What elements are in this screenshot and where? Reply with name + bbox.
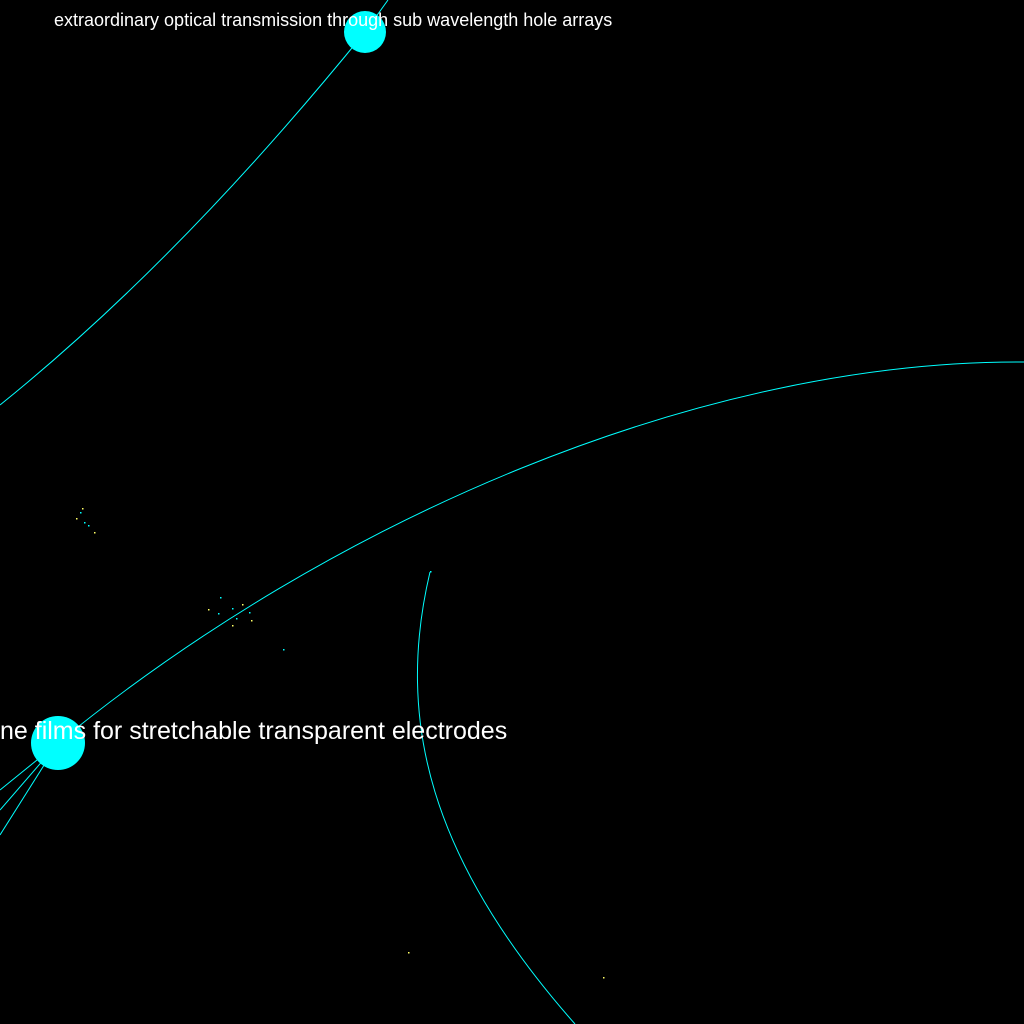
dust-dot (236, 618, 238, 620)
dust-dot (220, 597, 222, 599)
dust-dot (249, 612, 251, 614)
dust-layer (76, 508, 605, 979)
dust-dot (603, 977, 605, 979)
paper-node-graphene[interactable] (31, 716, 85, 770)
dust-dot (430, 571, 432, 573)
dust-dot (232, 608, 234, 610)
node-label-graphene: ne films for stretchable transparent ele… (0, 717, 507, 745)
dust-dot (84, 522, 86, 524)
dust-dot (283, 649, 285, 651)
dust-dot (408, 952, 410, 954)
paper-node-eot[interactable] (344, 11, 386, 53)
dust-dot (88, 525, 90, 527)
dust-dot (80, 512, 82, 514)
dust-dot (218, 613, 220, 615)
edge-large-curve (417, 571, 576, 1024)
dust-dot (76, 518, 78, 520)
dust-dot (208, 609, 210, 611)
dust-dot (94, 532, 96, 534)
label-layer: extraordinary optical transmission throu… (0, 10, 612, 745)
node-label-eot: extraordinary optical transmission throu… (54, 10, 612, 30)
edge-top-node-to-left (0, 31, 366, 406)
dust-dot (232, 625, 234, 627)
edge-bottom-node-arc (57, 361, 1024, 744)
dust-dot (82, 508, 84, 510)
dust-dot (242, 604, 244, 606)
node-layer (31, 11, 386, 770)
dust-dot (251, 620, 253, 622)
